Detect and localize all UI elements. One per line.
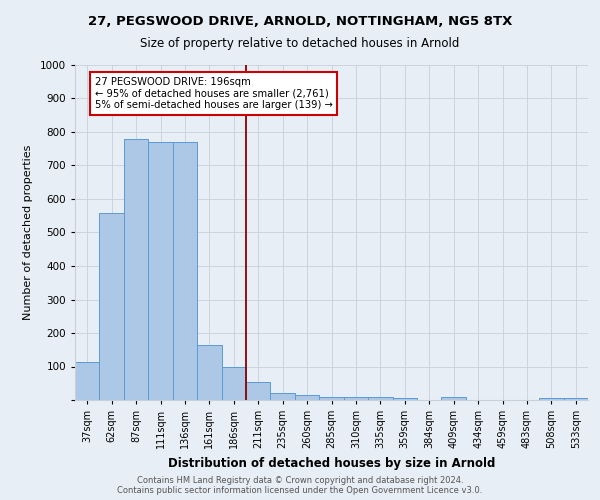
Bar <box>442 396 466 400</box>
X-axis label: Distribution of detached houses by size in Arnold: Distribution of detached houses by size … <box>168 456 495 469</box>
Bar <box>319 396 344 400</box>
Bar <box>563 398 588 400</box>
Bar <box>392 398 417 400</box>
Bar <box>344 396 368 400</box>
Bar <box>197 346 221 400</box>
Bar <box>100 214 124 400</box>
Text: Size of property relative to detached houses in Arnold: Size of property relative to detached ho… <box>140 38 460 51</box>
Bar <box>173 142 197 400</box>
Y-axis label: Number of detached properties: Number of detached properties <box>23 145 33 320</box>
Bar <box>221 367 246 400</box>
Bar <box>246 382 271 400</box>
Bar <box>539 398 563 400</box>
Bar <box>148 142 173 400</box>
Bar <box>75 362 100 400</box>
Text: Contains HM Land Registry data © Crown copyright and database right 2024.
Contai: Contains HM Land Registry data © Crown c… <box>118 476 482 495</box>
Text: 27 PEGSWOOD DRIVE: 196sqm
← 95% of detached houses are smaller (2,761)
5% of sem: 27 PEGSWOOD DRIVE: 196sqm ← 95% of detac… <box>95 76 332 110</box>
Bar <box>295 396 319 400</box>
Bar <box>368 398 392 400</box>
Bar <box>124 139 148 400</box>
Bar <box>271 393 295 400</box>
Text: 27, PEGSWOOD DRIVE, ARNOLD, NOTTINGHAM, NG5 8TX: 27, PEGSWOOD DRIVE, ARNOLD, NOTTINGHAM, … <box>88 15 512 28</box>
